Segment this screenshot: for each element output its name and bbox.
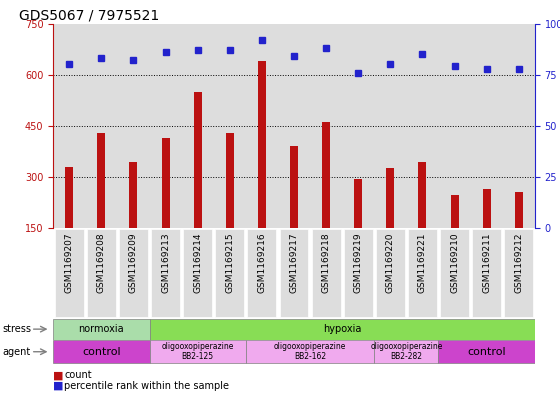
Text: count: count (64, 370, 92, 380)
FancyBboxPatch shape (376, 229, 405, 318)
Text: oligooxopiperazine
BB2-162: oligooxopiperazine BB2-162 (274, 342, 346, 362)
Bar (515, 192, 523, 228)
Text: GSM1169218: GSM1169218 (321, 232, 330, 293)
Bar (290, 146, 298, 228)
Text: ■: ■ (53, 381, 64, 391)
Text: GSM1169215: GSM1169215 (225, 232, 234, 293)
Text: agent: agent (3, 347, 31, 357)
Bar (161, 138, 170, 228)
Bar (374, 340, 438, 363)
Bar (118, 24, 150, 228)
FancyBboxPatch shape (119, 229, 148, 318)
Text: GDS5067 / 7975521: GDS5067 / 7975521 (20, 8, 160, 22)
Text: oligooxopiperazine
BB2-125: oligooxopiperazine BB2-125 (161, 342, 234, 362)
Bar (438, 24, 470, 228)
FancyBboxPatch shape (440, 229, 469, 318)
Text: oligooxopiperazine
BB2-282: oligooxopiperazine BB2-282 (370, 342, 442, 362)
Text: GSM1169214: GSM1169214 (193, 232, 202, 293)
FancyBboxPatch shape (248, 229, 276, 318)
Text: GSM1169210: GSM1169210 (450, 232, 459, 293)
Bar (386, 168, 394, 228)
Bar (129, 162, 137, 228)
Bar (258, 61, 266, 228)
Bar (374, 24, 407, 228)
Text: GSM1169216: GSM1169216 (258, 232, 267, 293)
Bar (322, 122, 330, 228)
Bar (407, 24, 438, 228)
FancyBboxPatch shape (216, 229, 244, 318)
Bar (278, 24, 310, 228)
Text: control: control (468, 347, 506, 357)
Bar (483, 189, 491, 228)
FancyBboxPatch shape (505, 229, 533, 318)
Bar (226, 132, 234, 228)
Bar (310, 24, 342, 228)
Text: GSM1169219: GSM1169219 (354, 232, 363, 293)
Text: GSM1169220: GSM1169220 (386, 232, 395, 293)
Bar (450, 195, 459, 228)
Bar (97, 132, 105, 228)
FancyBboxPatch shape (183, 229, 212, 318)
Bar (503, 24, 535, 228)
Text: GSM1169221: GSM1169221 (418, 232, 427, 293)
Text: percentile rank within the sample: percentile rank within the sample (64, 381, 230, 391)
Bar (53, 319, 150, 340)
Text: control: control (82, 347, 120, 357)
Bar (181, 24, 214, 228)
FancyBboxPatch shape (279, 229, 309, 318)
Bar (342, 24, 374, 228)
Text: stress: stress (3, 324, 32, 334)
Text: ■: ■ (53, 370, 64, 380)
Bar (214, 24, 246, 228)
Bar (354, 178, 362, 228)
Text: GSM1169209: GSM1169209 (129, 232, 138, 293)
Bar (150, 340, 246, 363)
Bar (150, 24, 181, 228)
FancyBboxPatch shape (151, 229, 180, 318)
Bar (194, 92, 202, 228)
Text: hypoxia: hypoxia (323, 324, 361, 334)
Bar (246, 24, 278, 228)
FancyBboxPatch shape (472, 229, 501, 318)
Bar (246, 340, 374, 363)
Bar (53, 340, 150, 363)
FancyBboxPatch shape (55, 229, 83, 318)
Bar (470, 24, 503, 228)
Text: GSM1169213: GSM1169213 (161, 232, 170, 293)
FancyBboxPatch shape (408, 229, 437, 318)
Bar (53, 24, 85, 228)
FancyBboxPatch shape (87, 229, 116, 318)
FancyBboxPatch shape (344, 229, 372, 318)
Text: GSM1169207: GSM1169207 (65, 232, 74, 293)
Text: GSM1169212: GSM1169212 (514, 232, 523, 293)
Bar (438, 340, 535, 363)
Text: normoxia: normoxia (78, 324, 124, 334)
Text: GSM1169217: GSM1169217 (290, 232, 298, 293)
Bar (418, 162, 426, 228)
Text: GSM1169208: GSM1169208 (97, 232, 106, 293)
FancyBboxPatch shape (312, 229, 340, 318)
Bar (150, 319, 535, 340)
Bar (65, 167, 73, 228)
Bar (85, 24, 118, 228)
Text: GSM1169211: GSM1169211 (482, 232, 491, 293)
